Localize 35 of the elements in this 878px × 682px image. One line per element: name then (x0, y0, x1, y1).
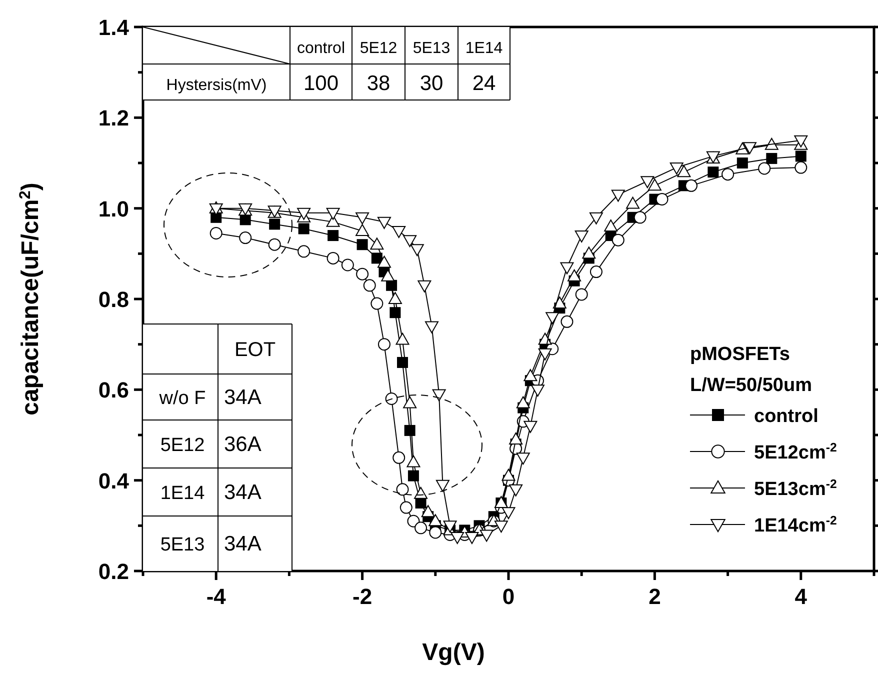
y-tick-label: 0.2 (98, 559, 129, 584)
annotation: 5E13 (160, 534, 205, 556)
annotation: 34A (224, 386, 262, 409)
legend-label: 5E12cm$^{-2}$ (754, 440, 837, 464)
y-tick-label: 1.2 (98, 106, 129, 131)
y-tick-label: 0.6 (98, 378, 129, 403)
annotation: 1E14 (465, 40, 503, 57)
legend-label: control (754, 406, 818, 427)
annotation: w/o F (158, 388, 206, 409)
x-axis-title: Vg(V) (422, 639, 485, 666)
legend-label: 1E14cm$^{-2}$ (754, 514, 837, 536)
y-tick-label: 0.8 (98, 287, 129, 312)
annotation: 36A (224, 433, 262, 456)
x-tick-label: 2 (648, 584, 661, 609)
x-tick-label: 0 (502, 584, 515, 609)
annotation: 24 (472, 72, 496, 95)
annotation: 1E14 (160, 483, 206, 504)
y-tick-label: 1.4 (98, 15, 130, 40)
x-tick-label: 4 (794, 584, 808, 609)
annotation: 34A (224, 532, 262, 556)
annotation: 38 (366, 72, 390, 95)
x-tick-label: -2 (352, 584, 372, 609)
legend-label: 5E13cm$^{-2}$ (754, 477, 837, 500)
annotation: 5E13 (412, 40, 450, 57)
annotation: 34A (224, 481, 262, 504)
annotation: 100 (303, 72, 339, 95)
annotation: 30 (420, 72, 444, 95)
annotation: Hystersis(mV) (166, 77, 267, 94)
y-tick-label: 0.4 (98, 468, 130, 494)
annotation: 5E12 (160, 435, 205, 456)
annotation: 5E12 (360, 40, 398, 57)
x-tick-label: -4 (206, 584, 227, 609)
annotation: EOT (234, 339, 276, 361)
annotation: control (296, 40, 346, 57)
y-tick-label: 1.0 (98, 196, 129, 222)
